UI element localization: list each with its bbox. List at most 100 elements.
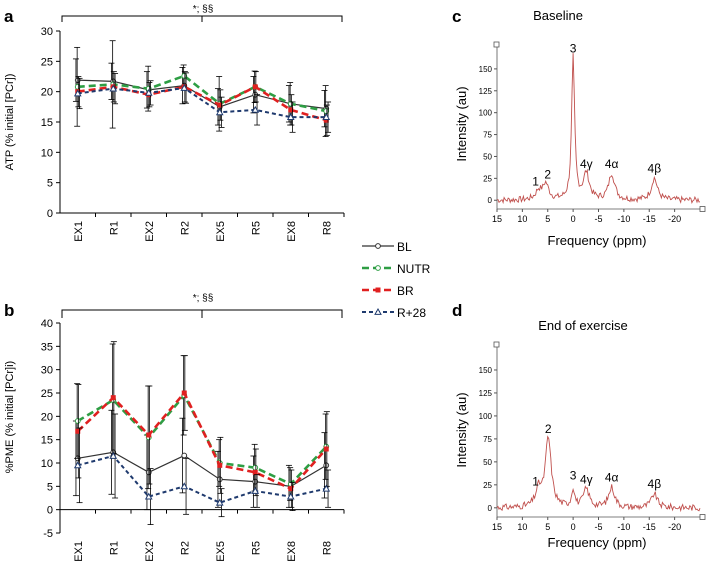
chart-a-line-br [77, 85, 327, 122]
chart-a-point [217, 102, 223, 108]
chart-b-series-r28 [73, 413, 332, 525]
chart-b-point [145, 469, 152, 476]
chart-a-point [251, 105, 260, 113]
chart-b-ytick-label: 35 [41, 341, 53, 353]
chart-c-xtick-label: -5 [594, 214, 602, 224]
chart-a-line-nutr [77, 74, 327, 113]
chart-d-ytick-label: 100 [479, 412, 493, 421]
chart-a-series-r28 [73, 72, 332, 133]
chart-d-spectrum-trace [496, 435, 701, 513]
chart-a-point [286, 113, 295, 121]
chart-a-xtick-label: R8 [321, 221, 333, 235]
legend-marker [374, 307, 382, 315]
chart-c-peak-label-2: 2 [544, 167, 551, 181]
chart-b-point [109, 451, 118, 459]
significance-bracket-b: *; §§ [61, 293, 343, 318]
chart-b-xtick-label: EX2 [144, 541, 156, 562]
chart-d-ytick-label: 25 [483, 481, 492, 490]
chart-c-ylabel: Intensity (au) [454, 86, 469, 161]
chart-a-point [252, 84, 258, 90]
chart-d-peak-label-2: 2 [545, 422, 552, 436]
chart-a-point [181, 72, 188, 79]
chart-a-xtick-label: EX5 [215, 221, 227, 242]
chart-c-spectrum-baseline: Baseline Frequency (ppm) Intensity (au) … [454, 8, 706, 248]
chart-c-axis-handle-right [699, 206, 706, 212]
chart-d-peak-label-4: 4γ [580, 472, 593, 486]
chart-b-point [322, 484, 331, 492]
chart-a-point [180, 83, 189, 91]
legend-marker [375, 287, 381, 293]
chart-b-xtick-label: EX8 [286, 541, 298, 562]
chart-b-xtick-label: R1 [108, 541, 120, 555]
chart-b-ytick-label: 30 [41, 365, 53, 377]
chart-c-peak-label-3: 3 [570, 41, 577, 55]
chart-b-xtick-label: EX5 [215, 541, 227, 562]
chart-c-peak-label-5: 4α [605, 157, 619, 171]
chart-b-pme: %PME (% initial [PCr]i) -5 0 5 10 15 20 25 30 35… [4, 318, 345, 562]
chart-a-point [73, 89, 82, 97]
chart-b-series-nutr [74, 343, 330, 501]
chart-b-xtick-label: R2 [179, 541, 191, 555]
chart-c-peak-label-1: 1 [532, 174, 539, 188]
chart-b-line-nutr [77, 393, 328, 486]
panel-label-a: a [4, 7, 14, 26]
chart-d-peak-label-6: 4β [648, 477, 662, 491]
chart-a-point [74, 77, 81, 84]
panel-label-b: b [4, 301, 14, 320]
legend-label: BR [397, 284, 414, 298]
chart-b-line-br [76, 390, 328, 491]
chart-d-ylabel: Intensity (au) [454, 392, 469, 467]
chart-a-point [288, 107, 294, 113]
chart-b-xtick-label: EX1 [73, 541, 85, 562]
chart-b-point [181, 452, 188, 459]
chart-d-peak-label-3: 3 [570, 468, 577, 482]
chart-c-ytick-label: 125 [479, 87, 493, 96]
chart-d-ytick-label: 0 [488, 504, 493, 513]
chart-d-peak-label-1: 1 [532, 474, 539, 488]
chart-c-xtick-label: -15 [643, 214, 656, 224]
chart-a-xtick-label: EX1 [73, 221, 85, 242]
chart-b-point [252, 478, 259, 485]
chart-d-title: End of exercise [538, 318, 628, 333]
chart-b-point [323, 462, 330, 469]
chart-d-xtick-label: -5 [594, 522, 602, 532]
chart-a-xtick-label: R1 [108, 221, 120, 235]
chart-c-xtick-label: -10 [617, 214, 630, 224]
chart-d-axis-handle-top [493, 341, 500, 348]
chart-d-xtick-label: 15 [492, 522, 502, 532]
chart-d-spectrum-end-exercise: End of exercise Frequency (ppm) Intensit… [454, 318, 706, 550]
chart-d-peak-label-5: 4α [605, 471, 619, 485]
chart-c-axis-handle-top [493, 41, 500, 48]
chart-b-point [251, 486, 260, 494]
chart-a-ytick-label: 10 [41, 147, 53, 159]
chart-c-title: Baseline [533, 8, 583, 23]
chart-b-ytick-label: 0 [47, 505, 53, 517]
chart-b-point [181, 390, 187, 396]
legend-label: R+28 [397, 306, 426, 320]
chart-d-ytick-label: 150 [479, 366, 493, 375]
chart-b-point [323, 446, 329, 452]
chart-c-ytick-label: 100 [479, 109, 493, 118]
chart-b-point [252, 464, 259, 471]
chart-b-point [286, 492, 295, 500]
chart-b-point [215, 498, 224, 506]
chart-d-ytick-label: 75 [483, 435, 492, 444]
chart-c-ytick-label: 25 [483, 174, 492, 183]
chart-a-ytick-label: 25 [41, 56, 53, 68]
chart-b-point [75, 428, 81, 434]
chart-c-ytick-label: 50 [483, 152, 492, 161]
chart-a-line-r28 [77, 86, 327, 119]
chart-b-ytick-label: 5 [47, 481, 53, 493]
chart-b-ytick-label: -5 [43, 528, 53, 540]
legend-item-nutr: NUTR [362, 262, 431, 276]
chart-b-line-bl [77, 451, 327, 487]
chart-a-point [109, 84, 118, 92]
chart-c-ytick-label: 0 [488, 196, 493, 205]
chart-d-xtick-label: 10 [517, 522, 527, 532]
chart-b-point [288, 486, 294, 492]
chart-c-xtick-label: 10 [517, 214, 527, 224]
chart-c-xtick-label: -20 [668, 214, 681, 224]
chart-b-ytick-label: 20 [41, 411, 53, 423]
chart-c-xtick-label: 15 [492, 214, 502, 224]
chart-b-point [110, 395, 116, 401]
